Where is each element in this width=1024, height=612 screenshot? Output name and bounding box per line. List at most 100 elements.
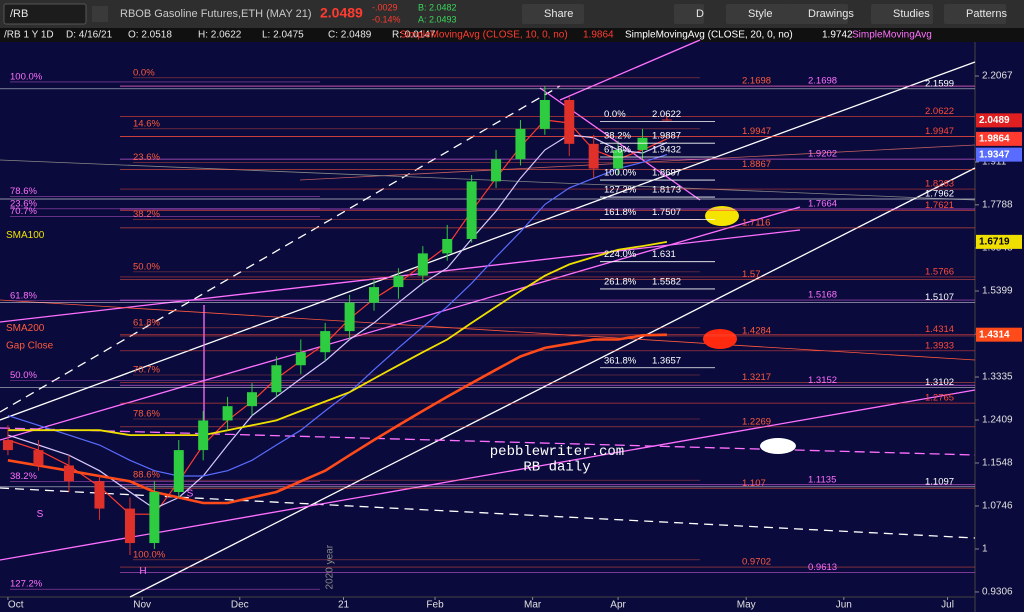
trend-line — [559, 39, 701, 101]
candle-body — [222, 406, 233, 421]
study-value: R: 0.0147 — [392, 30, 436, 41]
toolbar-button-label[interactable]: Share — [544, 8, 573, 20]
level-label: 0.9613 — [808, 562, 837, 573]
candle-body — [393, 275, 404, 288]
channel-line — [0, 85, 561, 413]
toolbar-button-label[interactable]: Style — [748, 8, 772, 20]
candle-body — [588, 143, 599, 169]
y-tick-label: 1.1548 — [982, 458, 1013, 469]
fib-label: 50.0% — [133, 261, 160, 272]
fib-extension-label: 61.8% — [604, 145, 631, 156]
level-label: 0.9702 — [742, 557, 771, 568]
study-value: 1.9864 — [583, 30, 614, 41]
change-pct: -0.14% — [372, 14, 401, 24]
x-tick-label: May — [737, 600, 756, 611]
fib-extension-label: 361.8% — [604, 355, 637, 366]
fib-label: 70.7% — [10, 206, 37, 217]
fib-label: 70.7% — [133, 365, 160, 376]
candle-body — [320, 331, 331, 353]
toolbar-buttons: Share D Style Drawings Studies Patterns — [522, 4, 1007, 24]
level-label: 1.2765 — [925, 393, 954, 404]
study-value: H: 2.0622 — [198, 30, 242, 41]
level-label: 1.5168 — [808, 290, 837, 301]
study-value: O: 2.0518 — [128, 30, 172, 41]
level-label: 2.0622 — [925, 106, 954, 117]
study-name: SimpleMovingAvg — [852, 30, 932, 41]
candle-body — [637, 137, 648, 150]
fib-extension-value: 1.7507 — [652, 207, 681, 218]
level-label: 1.8867 — [742, 159, 771, 170]
toolbar-button[interactable] — [522, 4, 584, 24]
level-label: 1.107 — [742, 478, 766, 489]
symbol-box[interactable] — [3, 3, 87, 25]
candle-body — [246, 392, 257, 407]
toolbar-button[interactable] — [674, 4, 704, 24]
fib-label: 50.0% — [10, 370, 37, 381]
level-label: 1.7621 — [925, 200, 954, 211]
description: RBOB Gasoline Futures,ETH (MAY 21) — [120, 8, 312, 20]
candle-body — [94, 481, 105, 509]
fib-extension-value: 2.0622 — [652, 109, 681, 120]
level-label: 1.9947 — [742, 126, 771, 137]
level-label: 1.7116 — [742, 217, 770, 228]
study-items: D: 4/16/21 O: 2.0518 H: 2.0622 L: 2.0475 C: … — [66, 30, 932, 41]
level-label: 1.2269 — [742, 416, 771, 427]
annotation: RB daily — [523, 460, 590, 476]
drawing-layers: 2.1698 1.9947 1.8867 1.7116 1.57 1.4284 1.3217… — [0, 39, 976, 598]
toolbar-button-label[interactable]: Patterns — [966, 8, 1007, 20]
candle-body — [149, 492, 160, 544]
fib-label: 100.0% — [10, 71, 43, 82]
toolbar-button-label[interactable]: Studies — [893, 8, 930, 20]
fib-extension-label: 127.2% — [604, 185, 637, 196]
price-tag-label: 1.9347 — [979, 149, 1010, 160]
fib-label: 23.6% — [133, 152, 160, 163]
symbol[interactable]: /RB — [10, 8, 28, 20]
y-tick-label: 1.911 — [982, 157, 1007, 168]
toolbar-button[interactable] — [871, 4, 933, 24]
y-tick-label: 2.2067 — [982, 71, 1013, 82]
fib-label: 14.6% — [133, 118, 160, 129]
candle-body — [613, 149, 624, 169]
fib-extension-label: 38.2% — [604, 131, 631, 142]
level-label: 2.1698 — [808, 76, 837, 87]
fib-label: 38.2% — [133, 209, 160, 220]
toolbar-button[interactable] — [726, 4, 788, 24]
level-label: 1.4284 — [742, 325, 771, 336]
study-name: SimpleMovingAvg (CLOSE, 10, 0, no) — [400, 30, 568, 41]
change: -.0029 — [372, 2, 398, 12]
candle-body — [63, 465, 74, 482]
ask: A: 2.0493 — [418, 14, 457, 24]
trend-line — [0, 159, 976, 201]
toolbar-button[interactable] — [786, 4, 848, 24]
toolbar-button-label[interactable]: D — [696, 8, 704, 20]
menu-icon[interactable] — [92, 6, 108, 22]
y-tick-label: 1 — [982, 544, 988, 555]
y-tick-label: 1.2409 — [982, 415, 1013, 426]
fib-label: 0.0% — [133, 67, 155, 78]
fib-extension-value: 1.9432 — [652, 145, 681, 156]
fib-extension-label: 100.0% — [604, 168, 637, 179]
x-tick-label: Apr — [610, 600, 626, 611]
last-price: 2.0489 — [320, 5, 363, 21]
level-label: 1.9947 — [925, 126, 954, 137]
level-label: 1.7962 — [925, 189, 954, 200]
study-bar — [0, 28, 1024, 42]
candle-body — [271, 365, 282, 393]
level-label: 1.8263 — [925, 179, 954, 190]
trend-line — [0, 427, 976, 456]
fib-extension-label: 0.0% — [604, 109, 626, 120]
toolbar-button[interactable] — [944, 4, 1006, 24]
trend-line — [0, 299, 976, 361]
level-label: 1.7664 — [808, 199, 837, 210]
fib-extension-value: 1.5582 — [652, 276, 681, 287]
fib-label: 88.6% — [133, 470, 160, 481]
candle-body — [369, 287, 380, 303]
price-tag-label: 1.6719 — [979, 237, 1010, 248]
candle-body — [344, 302, 355, 332]
price-tag — [976, 234, 1022, 249]
level-label: 1.3933 — [925, 340, 954, 351]
toolbar-button-label[interactable]: Drawings — [808, 8, 854, 20]
fib-label: 23.6% — [10, 198, 37, 209]
